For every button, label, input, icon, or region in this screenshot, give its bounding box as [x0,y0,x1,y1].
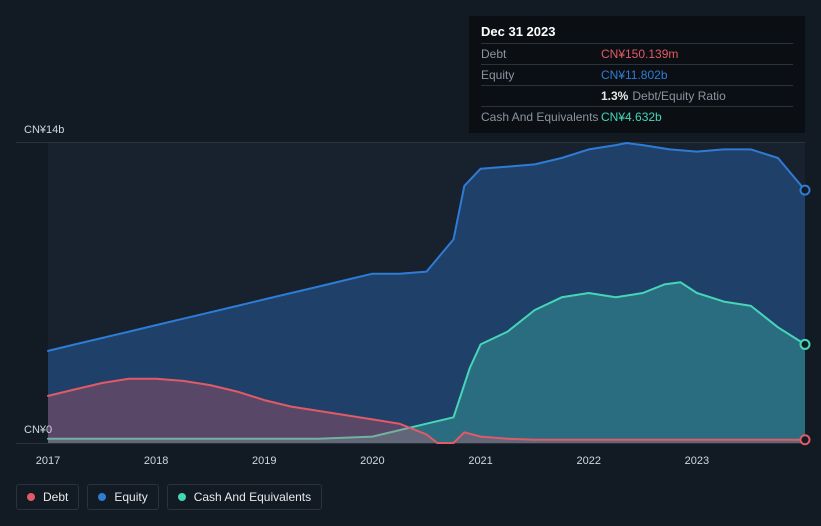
legend-item-debt[interactable]: Debt [16,484,79,510]
x-tick: 2017 [36,455,60,467]
tooltip-row-cash: Cash And Equivalents CN¥4.632b [481,106,793,127]
legend-label: Equity [114,490,147,504]
x-tick: 2020 [360,455,384,467]
legend-dot-icon [27,493,35,501]
tooltip-value: 1.3% Debt/Equity Ratio [601,89,793,103]
tooltip-date: Dec 31 2023 [481,24,793,39]
chart-container: CN¥14b CN¥0 2017 2018 2019 2020 2021 2022 2023… [0,0,821,526]
legend-item-cash[interactable]: Cash And Equivalents [167,484,322,510]
legend-dot-icon [98,493,106,501]
ratio-value: 1.3% [601,89,628,103]
tooltip-label: Cash And Equivalents [481,110,601,124]
tooltip-value: CN¥4.632b [601,110,793,124]
tooltip-label: Equity [481,68,601,82]
x-tick: 2022 [576,455,600,467]
tooltip-value: CN¥150.139m [601,47,793,61]
y-tick-max: CN¥14b [24,124,64,136]
chart-tooltip: Dec 31 2023 Debt CN¥150.139m Equity CN¥1… [469,16,805,133]
x-tick: 2018 [144,455,168,467]
legend-item-equity[interactable]: Equity [87,484,158,510]
x-tick: 2023 [685,455,709,467]
legend-dot-icon [178,493,186,501]
x-tick: 2021 [468,455,492,467]
legend-label: Debt [43,490,68,504]
tooltip-row-equity: Equity CN¥11.802b [481,64,793,85]
ratio-suffix: Debt/Equity Ratio [632,89,725,103]
tooltip-value: CN¥11.802b [601,68,793,82]
y-tick-min: CN¥0 [24,424,52,436]
x-tick: 2019 [252,455,276,467]
legend: Debt Equity Cash And Equivalents [16,484,322,510]
tooltip-label [481,89,601,103]
legend-label: Cash And Equivalents [194,490,311,504]
tooltip-row-debt: Debt CN¥150.139m [481,43,793,64]
tooltip-label: Debt [481,47,601,61]
tooltip-row-ratio: 1.3% Debt/Equity Ratio [481,85,793,106]
